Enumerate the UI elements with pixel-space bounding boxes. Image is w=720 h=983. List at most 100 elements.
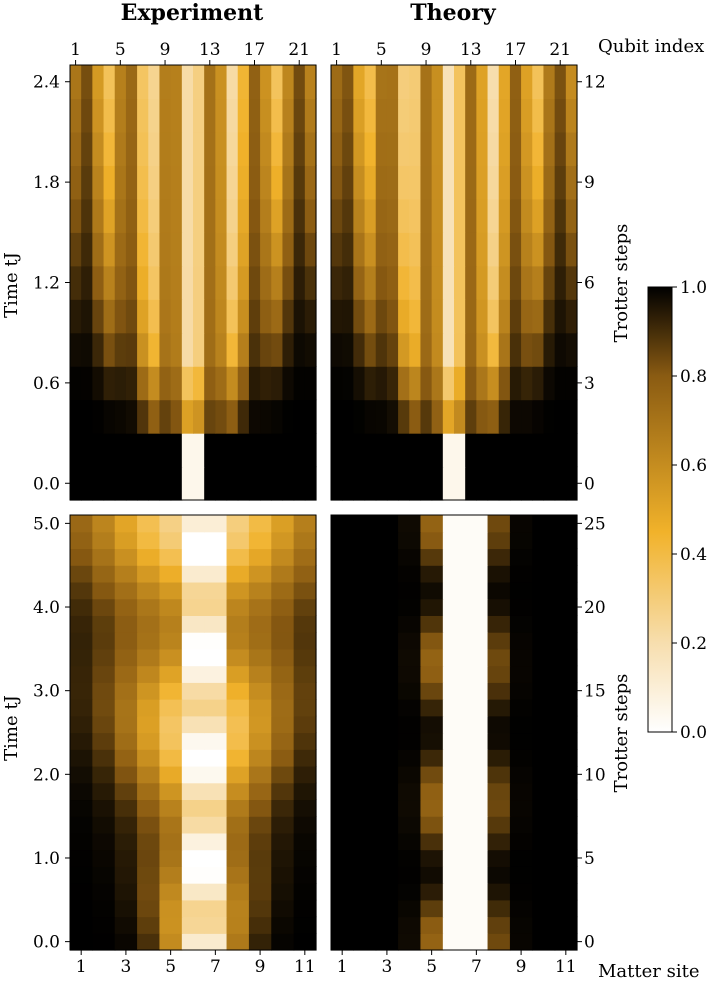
heatmap-cell-bottom-experiment bbox=[114, 632, 138, 650]
heatmap-cell-top-experiment bbox=[215, 433, 228, 468]
heatmap-cell-top-theory bbox=[364, 433, 377, 468]
heatmap-cell-bottom-experiment bbox=[137, 816, 161, 834]
heatmap-cell-top-experiment bbox=[170, 265, 183, 300]
heatmap-cell-bottom-theory bbox=[398, 849, 422, 867]
heatmap-cell-bottom-experiment bbox=[114, 933, 138, 951]
heatmap-cell-top-theory bbox=[498, 165, 511, 200]
heatmap-cell-top-theory bbox=[331, 399, 343, 434]
heatmap-cell-top-experiment bbox=[114, 366, 127, 401]
heatmap-cell-bottom-theory bbox=[398, 565, 422, 583]
heatmap-cell-bottom-experiment bbox=[204, 749, 228, 767]
heatmap-cell-top-theory bbox=[342, 466, 354, 501]
heatmap-cell-bottom-theory bbox=[442, 816, 466, 834]
colorbar-tick-label: 0.8 bbox=[680, 367, 707, 387]
heatmap-cell-top-theory bbox=[353, 98, 366, 133]
heatmap-cell-top-theory bbox=[375, 98, 388, 133]
heatmap-cell-bottom-experiment bbox=[92, 849, 116, 867]
heatmap-cell-bottom-experiment bbox=[293, 849, 317, 867]
heatmap-cell-bottom-theory bbox=[554, 782, 578, 801]
heatmap-cell-bottom-theory bbox=[353, 799, 377, 817]
heatmap-cell-top-experiment bbox=[92, 433, 105, 468]
heatmap-cell-top-theory bbox=[454, 65, 466, 100]
heatmap-cell-bottom-theory bbox=[532, 632, 556, 650]
heatmap-cell-top-experiment bbox=[260, 198, 272, 233]
heatmap-cell-top-theory bbox=[375, 366, 388, 401]
heatmap-cell-bottom-theory bbox=[465, 832, 489, 851]
heatmap-cell-bottom-theory bbox=[509, 531, 533, 550]
heatmap-cell-top-theory bbox=[454, 165, 466, 200]
heatmap-cell-top-experiment bbox=[81, 131, 93, 166]
heatmap-cell-top-theory bbox=[364, 366, 377, 401]
heatmap-cell-top-theory bbox=[565, 165, 578, 200]
heatmap-cell-top-theory bbox=[431, 131, 444, 166]
heatmap-cell-top-experiment bbox=[137, 232, 149, 267]
heatmap-cell-top-theory bbox=[409, 232, 422, 267]
heatmap-cell-top-experiment bbox=[159, 466, 172, 501]
heatmap-cell-bottom-experiment bbox=[226, 849, 250, 867]
heatmap-cell-bottom-experiment bbox=[293, 632, 317, 650]
heatmap-cell-bottom-theory bbox=[465, 598, 489, 616]
heatmap-cell-top-experiment bbox=[304, 165, 317, 200]
heatmap-cell-bottom-experiment bbox=[114, 849, 138, 867]
heatmap-cell-top-theory bbox=[565, 65, 578, 100]
heatmap-cell-bottom-theory bbox=[353, 682, 377, 700]
heatmap-cell-top-experiment bbox=[237, 332, 250, 367]
heatmap-cell-bottom-theory bbox=[487, 565, 511, 583]
heatmap-cell-bottom-theory bbox=[375, 632, 399, 650]
heatmap-cell-bottom-experiment bbox=[92, 699, 116, 717]
heatmap-cell-bottom-theory bbox=[532, 581, 556, 600]
heatmap-cell-bottom-experiment bbox=[204, 665, 228, 683]
heatmap-cell-bottom-theory bbox=[375, 799, 399, 817]
heatmap-cell-bottom-theory bbox=[554, 816, 578, 834]
heatmap-cell-bottom-theory bbox=[465, 715, 489, 734]
heatmap-cell-bottom-experiment bbox=[137, 682, 161, 700]
heatmap-cell-bottom-theory bbox=[487, 849, 511, 867]
heatmap-cell-bottom-experiment bbox=[181, 883, 205, 901]
heatmap-cell-top-experiment bbox=[293, 332, 306, 367]
heatmap-cell-top-experiment bbox=[159, 131, 172, 166]
top-x-axis-label: Qubit index bbox=[598, 36, 704, 57]
heatmap-cell-top-theory bbox=[465, 265, 477, 300]
heatmap-cell-top-theory bbox=[454, 399, 466, 434]
heatmap-cell-top-experiment bbox=[181, 198, 194, 233]
heatmap-cell-bottom-experiment bbox=[137, 899, 161, 918]
heatmap-cell-bottom-theory bbox=[398, 699, 422, 717]
heatmap-cell-bottom-theory bbox=[442, 598, 466, 616]
heatmap-cell-top-experiment bbox=[170, 165, 183, 200]
heatmap-cell-top-theory bbox=[521, 399, 533, 434]
heatmap-cell-top-experiment bbox=[70, 466, 82, 501]
heatmap-cell-bottom-experiment bbox=[181, 899, 205, 918]
heatmap-cell-bottom-theory bbox=[331, 565, 354, 583]
heatmap-cell-bottom-theory bbox=[487, 749, 511, 767]
heatmap-cell-bottom-experiment bbox=[137, 615, 161, 633]
heatmap-cell-top-experiment bbox=[282, 131, 295, 166]
heatmap-cell-bottom-theory bbox=[532, 883, 556, 901]
heatmap-cell-bottom-theory bbox=[353, 531, 377, 550]
heatmap-cell-bottom-theory bbox=[532, 565, 556, 583]
x-tick-label-top: 9 bbox=[160, 40, 171, 60]
heatmap-cell-bottom-theory bbox=[465, 916, 489, 934]
heatmap-cell-top-theory bbox=[442, 299, 455, 334]
heatmap-cell-top-experiment bbox=[237, 399, 250, 434]
heatmap-cell-top-experiment bbox=[125, 98, 138, 133]
heatmap-cell-bottom-experiment bbox=[293, 615, 317, 633]
heatmap-cell-top-experiment bbox=[293, 131, 306, 166]
heatmap-cell-bottom-theory bbox=[442, 665, 466, 683]
heatmap-cell-bottom-experiment bbox=[159, 849, 183, 867]
heatmap-cell-top-theory bbox=[532, 232, 545, 267]
heatmap-cell-top-theory bbox=[431, 433, 444, 468]
heatmap-cell-top-theory bbox=[331, 198, 343, 233]
heatmap-cell-bottom-experiment bbox=[226, 782, 250, 801]
heatmap-cell-top-experiment bbox=[125, 433, 138, 468]
title-experiment: Experiment bbox=[121, 0, 264, 26]
heatmap-cell-bottom-experiment bbox=[70, 832, 93, 851]
heatmap-cell-bottom-theory bbox=[465, 531, 489, 550]
colorbar-tick-label: 0.2 bbox=[680, 634, 707, 654]
heatmap-cell-top-theory bbox=[342, 299, 354, 334]
heatmap-cell-bottom-experiment bbox=[204, 933, 228, 951]
heatmap-cell-top-theory bbox=[342, 232, 354, 267]
heatmap-cell-bottom-theory bbox=[353, 916, 377, 934]
heatmap-cell-top-experiment bbox=[237, 131, 250, 166]
heatmap-cell-bottom-theory bbox=[487, 715, 511, 734]
heatmap-cell-top-experiment bbox=[70, 98, 82, 133]
